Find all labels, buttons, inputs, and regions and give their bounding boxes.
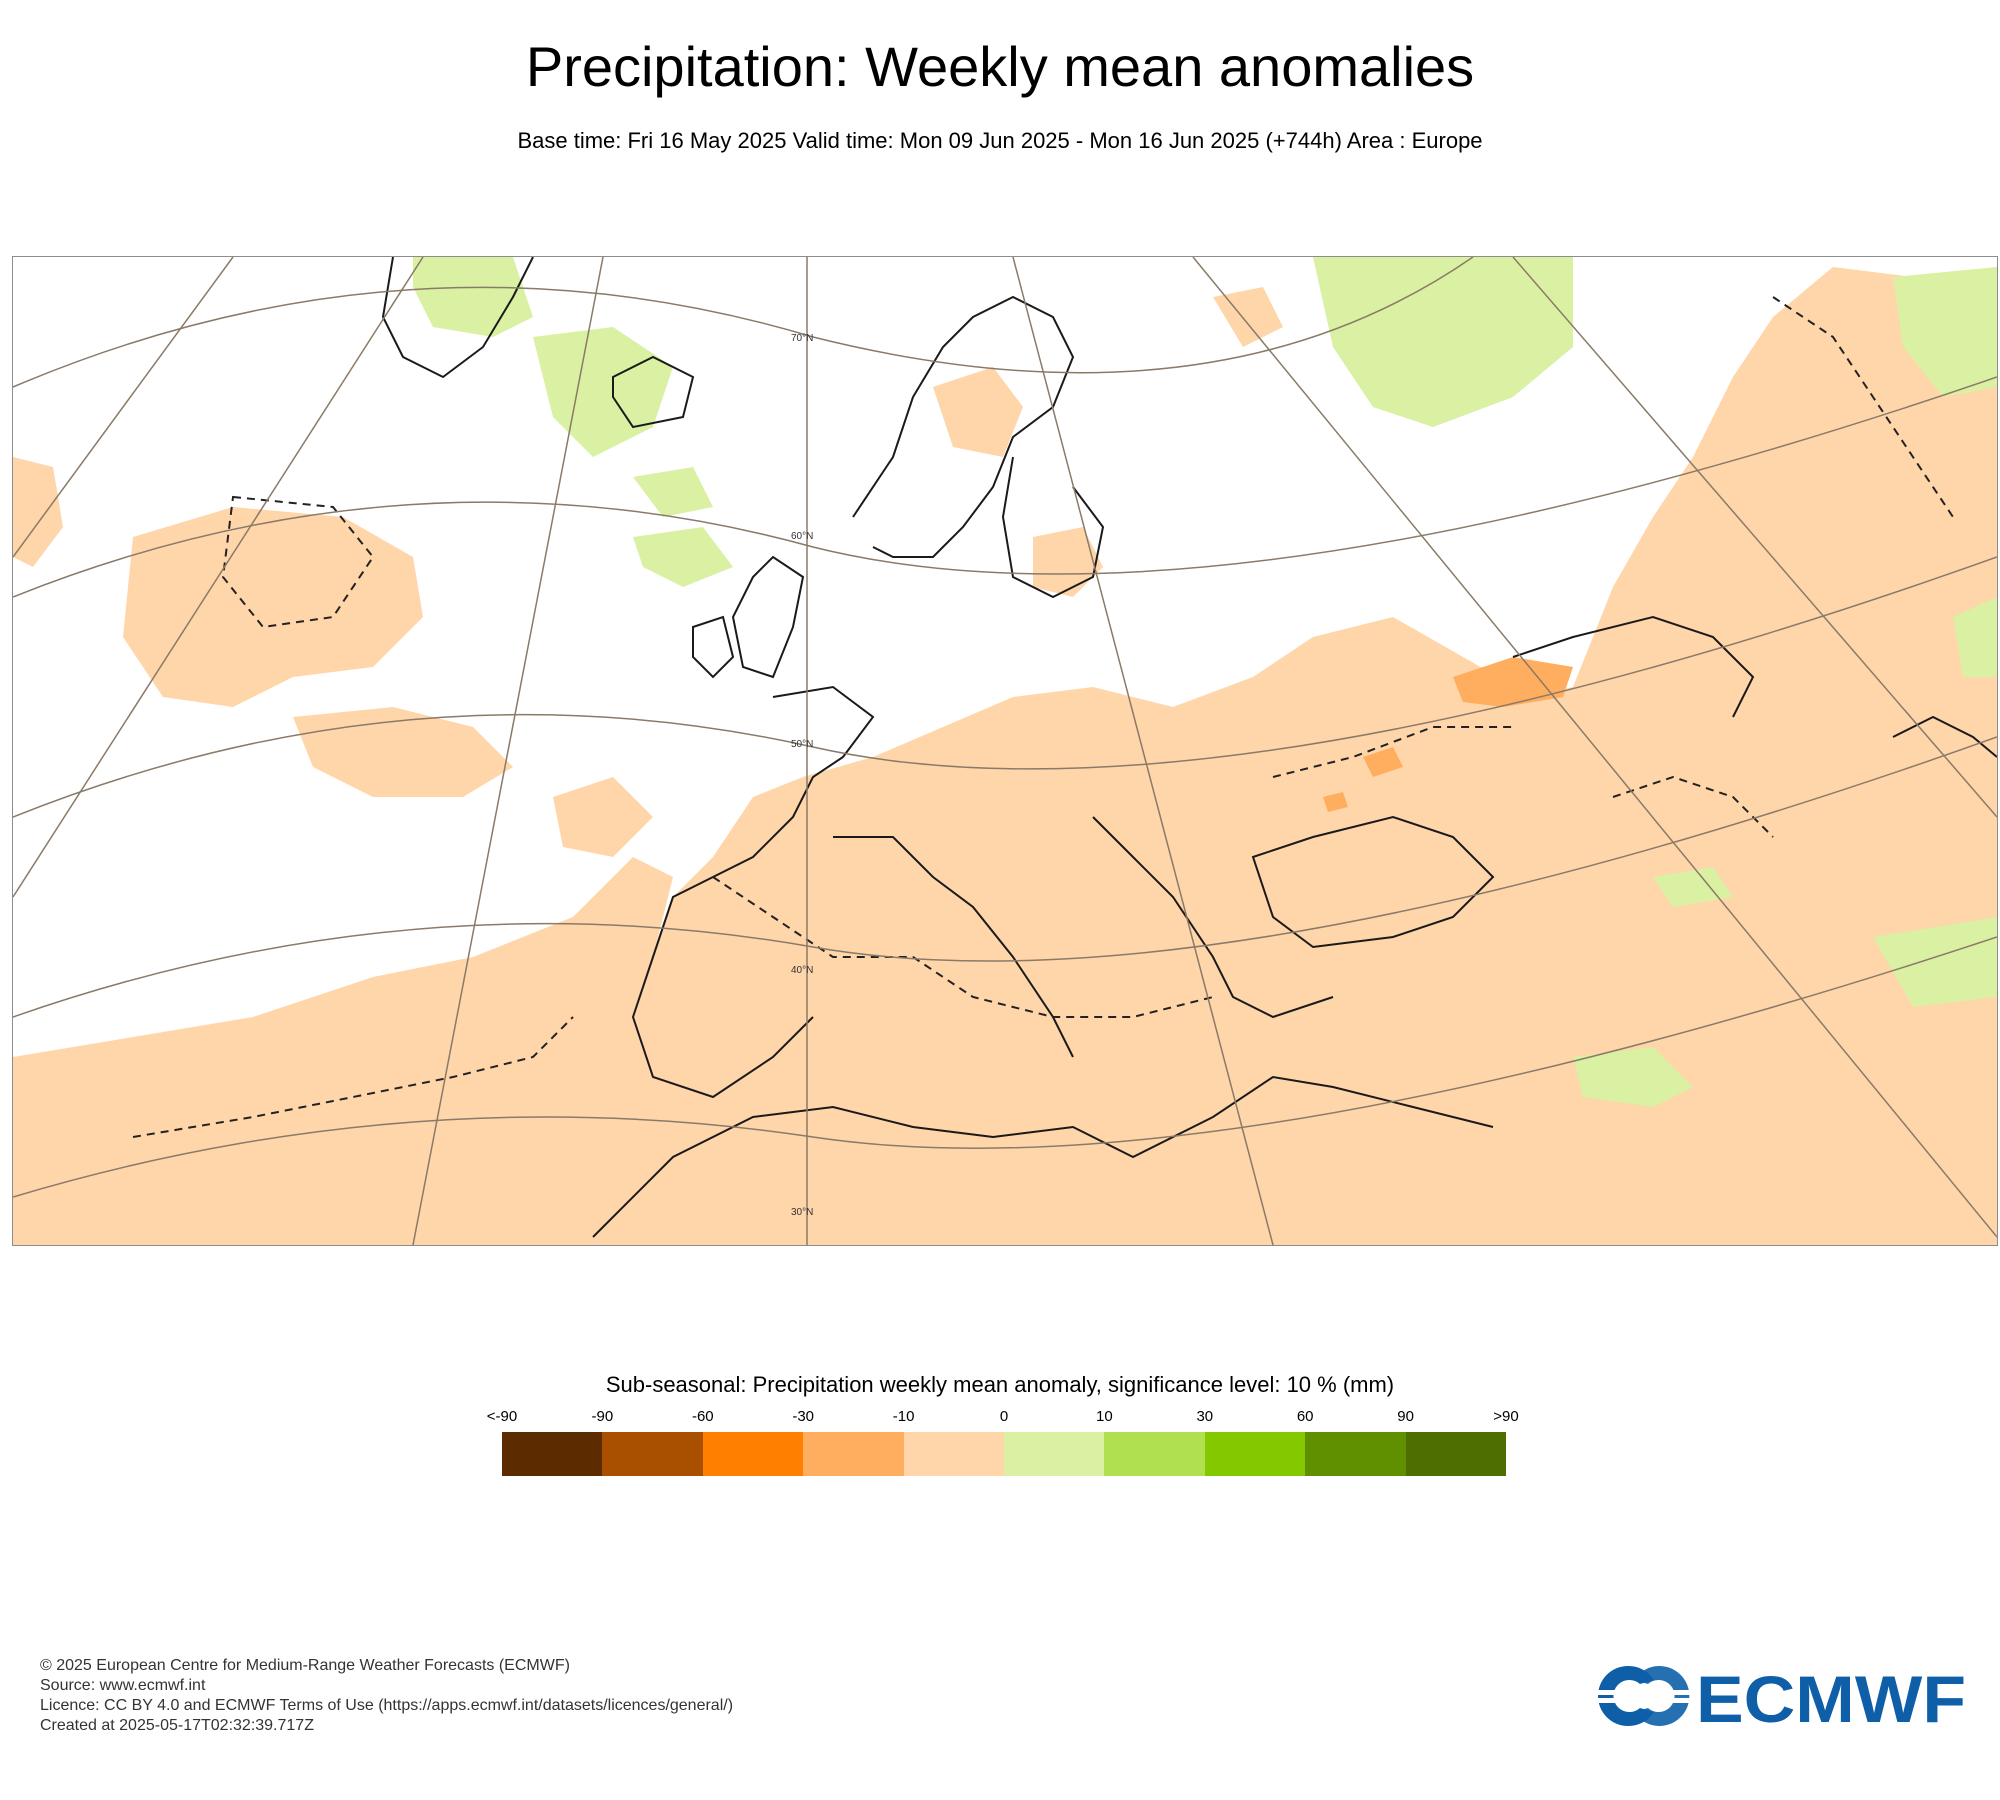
legend-swatch	[1004, 1432, 1105, 1476]
legend-tick: 30	[1196, 1408, 1214, 1425]
map-canvas: 70°N 60°N 50°N 40°N 30°N	[13, 257, 1997, 1245]
legend-tick: -30	[792, 1408, 815, 1425]
source-text: Source: www.ecmwf.int	[40, 1677, 206, 1694]
legend-tick: -90	[591, 1408, 614, 1425]
strong-negative-areas	[1323, 657, 1573, 812]
negative-anomaly-areas	[13, 267, 1997, 1245]
legend-tick: 10	[1096, 1408, 1113, 1425]
lat-label-30: 30°N	[791, 1207, 813, 1218]
legend-colorbar	[502, 1432, 1507, 1476]
chart-title: Precipitation: Weekly mean anomalies	[525, 35, 1475, 98]
licence-text: Licence: CC BY 4.0 and ECMWF Terms of Us…	[40, 1697, 734, 1714]
lat-label-50: 50°N	[791, 739, 813, 750]
legend-swatch	[1405, 1432, 1507, 1476]
positive-anomaly-areas	[413, 257, 1997, 1107]
legend-ticks: <-90 -90 -60 -30 -10 0 10 30 60 90 >90	[487, 1408, 1519, 1430]
significance-contours	[132, 296, 1954, 1138]
ecmwf-logo-icon	[1596, 1665, 1692, 1727]
created-text: Created at 2025-05-17T02:32:39.717Z	[40, 1717, 314, 1734]
europe-map: 70°N 60°N 50°N 40°N 30°N	[12, 256, 1998, 1246]
ecmwf-logo: ECMWF	[1596, 1664, 1966, 1728]
chart-subtitle: Base time: Fri 16 May 2025 Valid time: M…	[517, 128, 1483, 153]
lat-label-60: 60°N	[791, 531, 813, 542]
copyright-text: © 2025 European Centre for Medium-Range …	[40, 1657, 570, 1674]
latitude-labels: 70°N 60°N 50°N 40°N 30°N	[791, 333, 813, 1218]
graticule	[13, 257, 1997, 1245]
coastlines	[381, 257, 1997, 1238]
legend-swatch	[1204, 1432, 1306, 1476]
legend-tick: 0	[999, 1408, 1009, 1425]
legend-tick: -60	[691, 1408, 714, 1425]
legend-tick: 60	[1296, 1408, 1314, 1425]
legend-tick: >90	[1493, 1408, 1519, 1425]
legend-tick: <-90	[486, 1408, 518, 1425]
ecmwf-logo-text: ECMWF	[1696, 1664, 1966, 1728]
legend-tick: 90	[1397, 1408, 1414, 1425]
legend-swatch	[903, 1432, 1005, 1476]
legend-title: Sub-seasonal: Precipitation weekly mean …	[605, 1372, 1395, 1397]
lat-label-40: 40°N	[791, 965, 813, 976]
legend-swatch	[702, 1432, 804, 1476]
footer-credits: © 2025 European Centre for Medium-Range …	[40, 1656, 733, 1736]
legend-swatch	[1305, 1432, 1406, 1476]
legend-swatch	[803, 1432, 904, 1476]
lat-label-70: 70°N	[791, 333, 813, 344]
legend-tick: -10	[892, 1408, 915, 1425]
legend-swatch	[1104, 1432, 1205, 1476]
legend-swatch	[502, 1432, 603, 1476]
legend-swatch	[602, 1432, 703, 1476]
